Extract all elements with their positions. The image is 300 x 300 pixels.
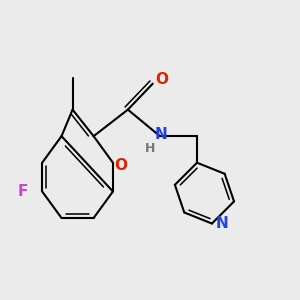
Text: O: O <box>156 72 169 87</box>
Text: H: H <box>145 142 155 155</box>
Text: F: F <box>18 184 28 199</box>
Text: O: O <box>114 158 127 173</box>
Text: N: N <box>155 127 167 142</box>
Text: N: N <box>215 216 228 231</box>
